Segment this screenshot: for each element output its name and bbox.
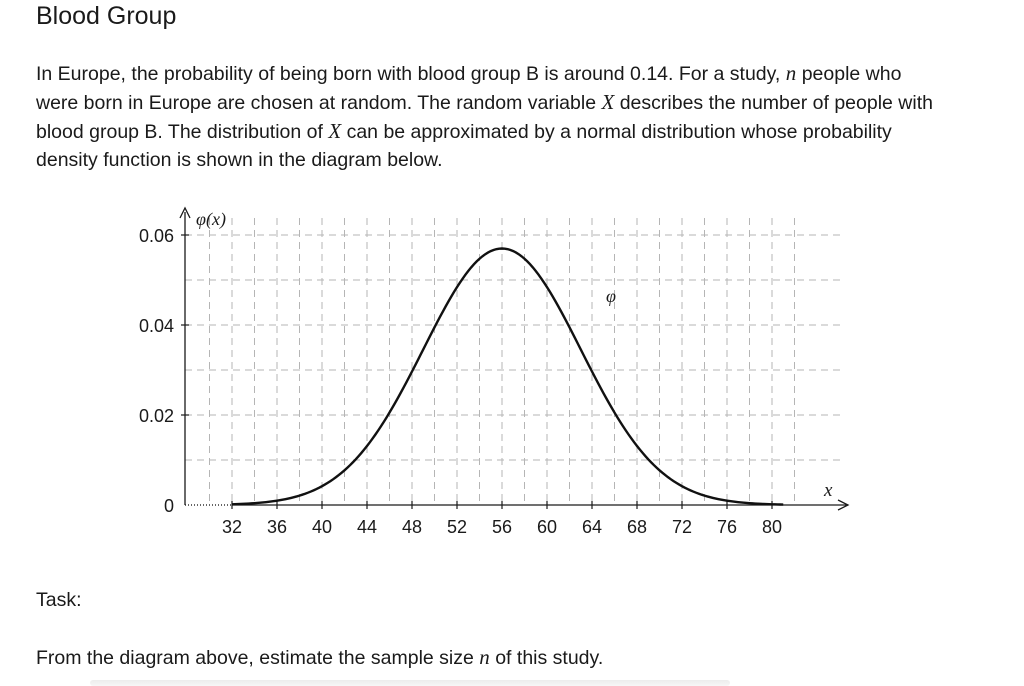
var-n: n xyxy=(479,645,490,669)
x-tick-label: 76 xyxy=(717,517,737,537)
bottom-shadow xyxy=(90,680,730,686)
y-tick-label: 0.04 xyxy=(139,316,174,336)
chart-curve-group xyxy=(231,247,784,506)
x-tick-label: 68 xyxy=(627,517,647,537)
x-tick-label: 44 xyxy=(357,517,377,537)
density-chart: 32 36 40 44 48 52 56 60 64 68 72 76 8000.020.040.06 … xyxy=(139,206,850,537)
x-tick-label: 36 xyxy=(267,517,287,537)
var-x: X xyxy=(601,90,615,114)
intro-text-4: can be approximated by a normal distribu… xyxy=(36,121,892,171)
var-n: n xyxy=(785,61,797,85)
x-tick-label: 80 xyxy=(762,517,782,537)
x-tick-label: 56 xyxy=(492,517,512,537)
y-axis-arrow xyxy=(179,206,191,219)
x-tick-label: 32 xyxy=(222,517,242,537)
x-tick-label: 64 xyxy=(582,517,602,537)
var-x: X xyxy=(328,119,342,143)
y-axis-label: φ(x) xyxy=(196,209,226,230)
x-axis-label: x xyxy=(823,480,833,501)
density-curve xyxy=(231,247,784,506)
intro-text-3: describes the number of people with bloo… xyxy=(36,92,933,143)
x-axis-arrow xyxy=(837,499,850,511)
y-tick-label: 0.06 xyxy=(139,226,174,246)
intro-text-1: In Europe, the probability of being born… xyxy=(36,63,786,85)
task-text-1: From the diagram above, estimate the sam… xyxy=(36,647,480,669)
chart-axes xyxy=(179,206,850,511)
page-title: Blood Group xyxy=(36,2,177,30)
intro-paragraph: In Europe, the probability of being born… xyxy=(36,59,936,174)
chart-ticks: 32 36 40 44 48 52 56 60 64 68 72 76 80 0 0.02 0.04 0.06 xyxy=(139,226,782,537)
x-tick-label: 60 xyxy=(537,517,557,537)
y-tick-label: 0 xyxy=(164,496,174,516)
chart-grid xyxy=(185,218,844,505)
x-tick-label: 40 xyxy=(312,517,332,537)
x-tick-label: 52 xyxy=(447,517,467,537)
x-tick-label: 72 xyxy=(672,517,692,537)
curve-label: φ xyxy=(606,286,616,306)
task-question: From the diagram above, estimate the sam… xyxy=(36,645,603,670)
task-label: Task: xyxy=(36,589,82,611)
intro-text-2: people who were born in Europe are chose… xyxy=(36,63,902,114)
y-tick-label: 0.02 xyxy=(139,406,174,426)
task-text-2: of this study. xyxy=(489,647,604,669)
x-tick-label: 48 xyxy=(402,517,422,537)
